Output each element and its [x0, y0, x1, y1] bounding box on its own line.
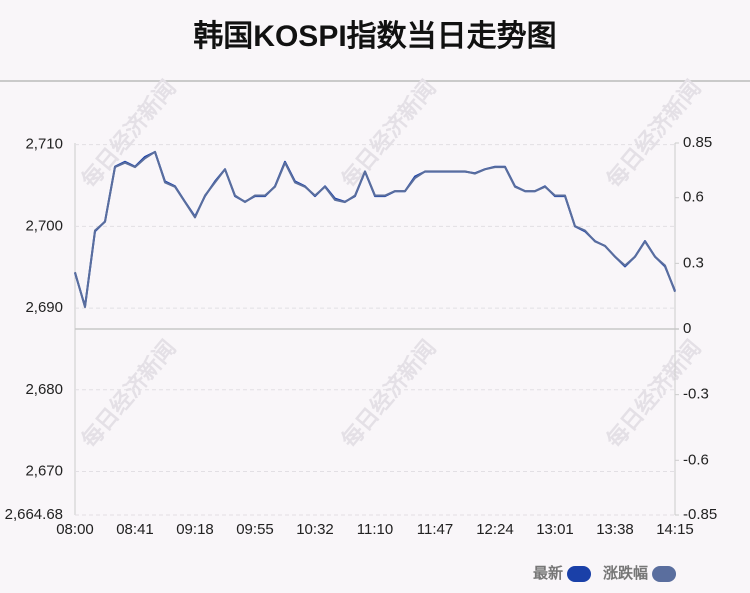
watermark: 每日经济新闻: [77, 75, 181, 192]
x-tick-label: 09:18: [176, 521, 214, 538]
y-tick-label: 2,710: [25, 136, 63, 153]
series-line: [74, 151, 676, 308]
y2-tick-label: -0.6: [683, 451, 709, 468]
x-tick-label: 13:38: [596, 521, 634, 538]
chart-title: 韩国KOSPI指数当日走势图: [193, 20, 556, 53]
series-line: [74, 150, 676, 309]
x-tick-label: 11:47: [417, 521, 453, 538]
watermark: 每日经济新闻: [77, 335, 181, 452]
y2-tick-label: 0.6: [683, 189, 704, 206]
y-tick-label: 2,680: [25, 381, 63, 398]
x-tick-label: 12:24: [476, 521, 514, 538]
legend-label: 最新: [533, 564, 563, 582]
x-tick-label: 10:32: [296, 521, 334, 538]
x-tick-label: 08:41: [116, 521, 154, 538]
y-tick-label: 2,700: [25, 217, 63, 234]
x-tick-label: 08:00: [56, 521, 94, 538]
y2-tick-label: 0: [683, 320, 691, 337]
watermark: 每日经济新闻: [337, 75, 441, 192]
y-tick-label: 2,690: [25, 299, 63, 316]
y-tick-label: 2,664.68: [5, 506, 63, 523]
y2-tick-label: -0.3: [683, 386, 709, 403]
legend-swatch: [567, 566, 592, 582]
y2-tick-label: 0.85: [683, 134, 712, 151]
watermark: 每日经济新闻: [337, 335, 441, 452]
y2-tick-label: 0.3: [683, 254, 704, 271]
legend-label: 涨跌幅: [603, 564, 648, 582]
x-tick-label: 13:01: [536, 521, 574, 538]
x-tick-label: 14:15: [656, 521, 694, 538]
x-tick-label: 09:55: [236, 521, 274, 538]
y2-tick-label: -0.85: [683, 506, 717, 523]
y-tick-label: 2,670: [25, 462, 63, 479]
legend-swatch: [652, 566, 677, 582]
x-tick-label: 11:10: [357, 521, 393, 538]
